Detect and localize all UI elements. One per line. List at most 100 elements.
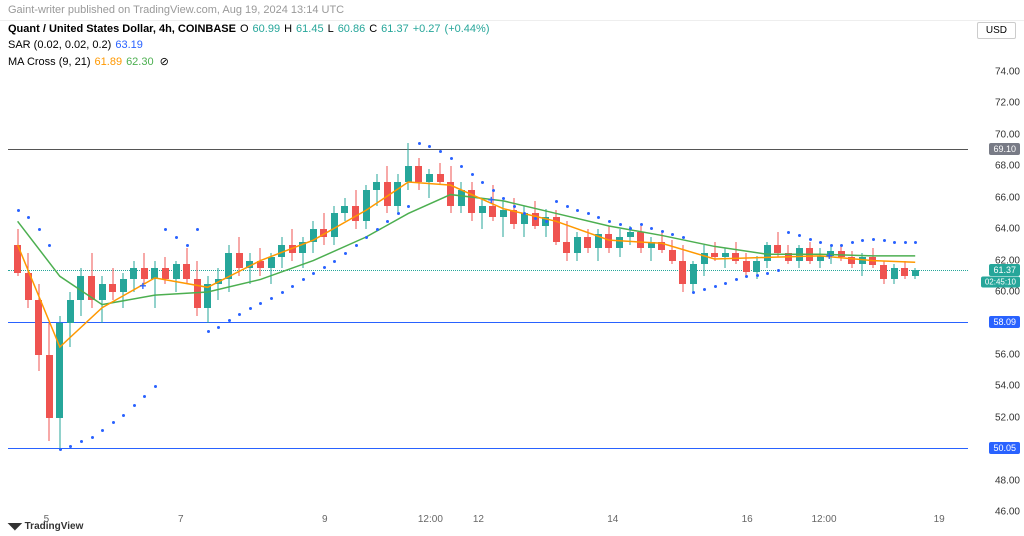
ma-cross-icon: + [139,279,146,293]
ohlc-o-label: O [240,23,249,35]
sar-dot [38,228,41,231]
y-tick: 72.00 [995,98,1020,109]
ohlc-l-val: 60.86 [338,23,366,35]
x-tick: 9 [322,514,328,525]
sar-dot [714,285,717,288]
sar-dot [914,241,917,244]
sar-dot [439,150,442,153]
sar-dot [904,241,907,244]
sar-dot [450,157,453,160]
sar-dot [745,275,748,278]
sar-dot [48,244,51,247]
sar-dot [735,278,738,281]
sar-dot [333,260,336,263]
sar-dot [323,266,326,269]
sar-dot [259,302,262,305]
sar-dot [861,239,864,242]
price-chart[interactable]: 46.0048.0050.0052.0054.0056.0058.0060.00… [8,72,968,512]
sar-dot [365,236,368,239]
sar-dot [661,230,664,233]
sar-dot [154,385,157,388]
ma-cross-icon: + [826,249,833,263]
y-tick: 60.00 [995,287,1020,298]
y-tick: 70.00 [995,129,1020,140]
ma-val2: 62.30 [126,56,154,68]
ma-val1: 61.89 [95,56,123,68]
sar-dot [175,236,178,239]
sar-dot [217,326,220,329]
sar-dot [756,274,759,277]
sar-dot [692,291,695,294]
x-tick: 19 [934,514,945,525]
line-label: 58.09 [989,316,1020,328]
sar-dot [386,220,389,223]
sar-dot [344,252,347,255]
line-label: 69.10 [989,143,1020,155]
y-tick: 74.00 [995,67,1020,78]
ohlc-c-val: 61.37 [381,23,409,35]
x-tick: 16 [742,514,753,525]
sar-dot [27,216,30,219]
sar-dot [883,239,886,242]
sar-val: 63.19 [115,39,143,51]
sar-dot [629,227,632,230]
sar-dot [513,205,516,208]
x-axis: 57912:0012141612:0019 [8,514,968,530]
sar-dot [376,228,379,231]
x-tick: 12 [473,514,484,525]
horizontal-line [8,322,968,323]
ma-label: MA Cross (9, 21) [8,56,91,68]
sar-dot [207,330,210,333]
ohlc-l-label: L [328,23,334,35]
sar-dot [851,241,854,244]
sar-dot [418,142,421,145]
change-val: +0.27 [413,23,441,35]
sar-dot [312,272,315,275]
y-tick: 52.00 [995,412,1020,423]
gear-icon[interactable]: ⊘ [160,55,169,68]
sar-dot [555,200,558,203]
sar-dot [101,429,104,432]
x-tick: 12:00 [811,514,836,525]
sar-dot [819,241,822,244]
x-tick: 14 [607,514,618,525]
sar-dot [703,288,706,291]
currency-button[interactable]: USD [977,22,1016,39]
y-tick: 48.00 [995,475,1020,486]
sar-dot [502,197,505,200]
line-label: 61.37 [989,264,1020,276]
sar-dot [787,231,790,234]
sar-dot [650,227,653,230]
sar-row: SAR (0.02, 0.02, 0.2) 63.19 [0,37,1024,53]
symbol-pair: Quant / United States Dollar, 4h, COINBA… [8,23,236,35]
sar-dot [777,269,780,272]
sar-dot [397,212,400,215]
sar-dot [270,297,273,300]
ma-row: MA Cross (9, 21) 61.89 62.30 ⊘ [0,53,1024,70]
ma-overlay [8,72,968,512]
sar-dot [407,205,410,208]
sar-dot [355,244,358,247]
sar-label: SAR (0.02, 0.02, 0.2) [8,39,111,51]
sar-dot [238,313,241,316]
sar-dot [302,278,305,281]
y-tick: 46.00 [995,507,1020,518]
sar-dot [587,212,590,215]
sar-dot [133,404,136,407]
sar-dot [428,145,431,148]
sar-dot [576,209,579,212]
sar-dot [545,220,548,223]
sar-dot [59,448,62,451]
ohlc-o-val: 60.99 [253,23,281,35]
y-tick: 66.00 [995,192,1020,203]
ohlc-h-label: H [284,23,292,35]
sar-dot [492,189,495,192]
x-tick: 7 [178,514,184,525]
y-tick: 64.00 [995,224,1020,235]
sar-dot [17,209,20,212]
sar-dot [143,395,146,398]
sar-dot [830,244,833,247]
countdown-label: 02:45:10 [981,277,1020,288]
sar-dot [766,272,769,275]
y-tick: 68.00 [995,161,1020,172]
